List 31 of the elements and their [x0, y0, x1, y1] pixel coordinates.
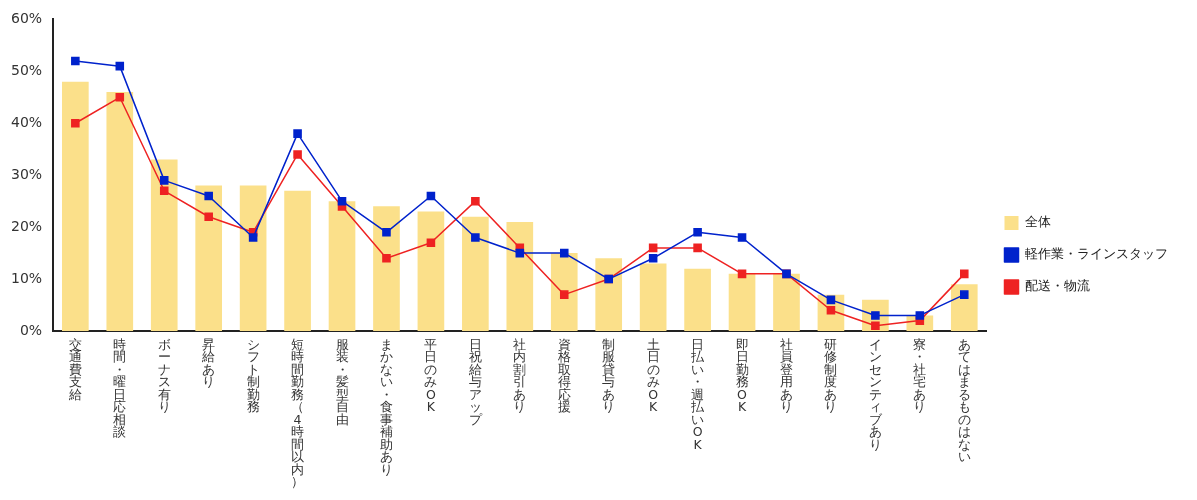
legend-label: 全体	[1025, 214, 1051, 230]
x-tick-label: 平日のみOK	[424, 336, 438, 414]
x-tick-label: 時間・曜日応相談	[113, 336, 127, 439]
x-tick-label: 日祝給与アップ	[467, 336, 483, 427]
y-tick-label: 60%	[10, 10, 43, 27]
y-tick-label: 40%	[10, 113, 43, 130]
x-tick-label: 寮・社宅あり	[913, 336, 927, 414]
y-tick-label: 20%	[10, 217, 43, 234]
y-tick-label: 10%	[10, 269, 43, 286]
legend-label: 軽作業・ラインスタッフ	[1025, 246, 1168, 262]
x-tick-label: 即日勤務OK	[735, 336, 749, 414]
category-label: 日払い・週払いOK	[691, 336, 705, 452]
legend-label: 配送・物流	[1025, 278, 1090, 294]
x-tick-label: 社内割引あり	[513, 336, 527, 414]
x-tick-label: 社員登用あり	[779, 336, 793, 414]
y-tick-label: 0%	[19, 321, 43, 338]
y-tick-label: 30%	[10, 165, 43, 182]
x-tick-label: シフト制勤務	[246, 336, 260, 414]
category-label: あてはまるものはない	[957, 336, 971, 464]
x-tick-label: 土日のみOK	[646, 336, 660, 414]
category-label: まかない・食事補助あり	[379, 336, 393, 477]
x-tick-label: 昇給あり	[201, 336, 216, 389]
x-tick-label: 研修制度あり	[824, 336, 838, 414]
x-tick-label: 資格取得応援	[556, 336, 571, 414]
y-tick-label: 50%	[10, 61, 43, 78]
x-tick-label: ボーナス有り	[157, 336, 171, 414]
x-tick-label: 服装・髪型自由	[335, 336, 349, 427]
category-label: インセンティブあり	[868, 336, 882, 452]
category-label: 短時間勤務（4時間以内）	[291, 336, 305, 489]
x-tick-label: 制服貸与あり	[602, 336, 616, 414]
x-tick-label: 交通費支給	[67, 336, 82, 402]
